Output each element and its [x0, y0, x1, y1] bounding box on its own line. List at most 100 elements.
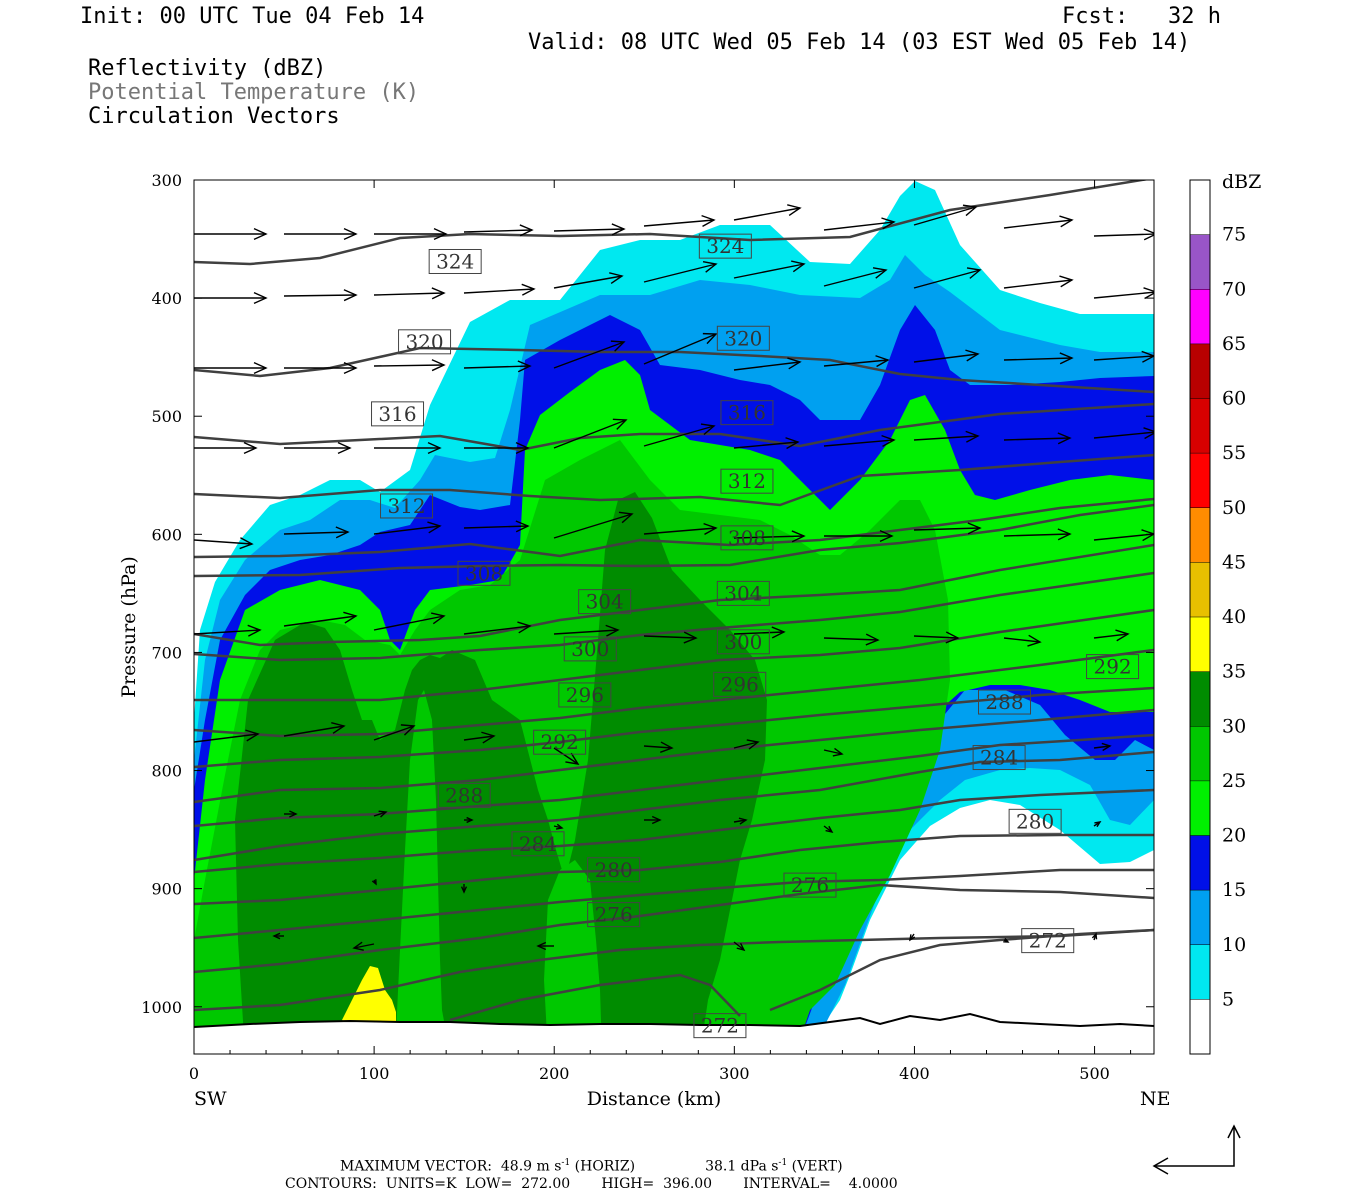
colorbar-band [1190, 890, 1210, 945]
theta-isentrope [194, 543, 1154, 647]
vector-arrow [1093, 350, 1154, 363]
colorbar-level-label: 60 [1222, 388, 1246, 410]
forecast-hour: Fcst: 32 h [1062, 4, 1221, 29]
theta-label: 296 [713, 671, 767, 697]
theta-isentrope [194, 733, 1154, 828]
vector-arrow [463, 283, 536, 296]
vector-arrow [824, 529, 894, 543]
vector-arrow [373, 724, 416, 741]
vector-arrow [733, 626, 786, 639]
vector-arrow [283, 721, 346, 737]
x-tick-label: 400 [899, 1064, 930, 1083]
theta-label: 300 [716, 629, 770, 655]
vector-arrow [1003, 432, 1072, 445]
theta-label-text: 300 [571, 637, 609, 661]
max-vector-note: MAXIMUM VECTOR: 48.9 m s-1 (HORIZ) 38.1 d… [340, 1158, 843, 1175]
vector-arrow [553, 823, 564, 830]
theta-label: 300 [563, 636, 617, 662]
x-tick-label: 500 [1079, 1064, 1110, 1083]
theta-isentrope [194, 346, 1154, 394]
theta-isentrope [194, 788, 1154, 874]
vector-arrow [553, 418, 628, 449]
vector-arrow [536, 941, 554, 951]
theta-isentrope [194, 708, 1154, 804]
theta-label-box [1008, 808, 1062, 834]
theta-isentrope [194, 180, 1150, 266]
colorbar-level-label: 55 [1222, 442, 1246, 464]
theta-label: 272 [693, 1013, 747, 1039]
theta-label-box [716, 325, 770, 351]
colorbar-level-label: 70 [1222, 278, 1246, 300]
vector-arrow [553, 511, 634, 539]
vector-arrow [1003, 528, 1072, 541]
surface-line [194, 1012, 1154, 1028]
vector-arrow [194, 537, 254, 550]
vector-arrow [644, 815, 662, 825]
vector-arrow [1093, 629, 1130, 642]
theta-labels: 324 324 320 320 316 316 312 312 308 308 304 304 300 3… [371, 233, 1140, 1039]
y-tick-label: 1000 [141, 998, 182, 1017]
contours-note: CONTOURS: UNITS=K LOW= 272.00 HIGH= 396.… [285, 1176, 898, 1192]
theta-label-box [398, 329, 452, 355]
theta-label-text: 276 [595, 903, 633, 927]
theta-label: 304 [716, 580, 770, 606]
colorbar-band [1190, 398, 1210, 454]
theta-label-text: 276 [791, 873, 829, 897]
theta-label: 296 [558, 682, 612, 708]
vector-arrow [553, 624, 620, 637]
vector-arrow [272, 932, 284, 940]
theta-label-text: 320 [724, 326, 762, 350]
colorbar-band [1190, 617, 1210, 672]
theta-label-box [578, 589, 632, 615]
theta-isentrope [194, 608, 1154, 702]
colorbar-top-band [1190, 180, 1210, 235]
theta-label: 316 [720, 400, 774, 426]
theta-label: 272 [1021, 928, 1075, 954]
theta-label-text: 288 [445, 783, 483, 807]
theta-label-box [693, 1013, 747, 1039]
vector-arrow [733, 260, 806, 279]
colorbar-level-label: 50 [1222, 497, 1246, 519]
theta-label-text: 300 [724, 630, 762, 654]
theta-label: 304 [578, 589, 632, 615]
colorbar-band [1190, 671, 1210, 727]
theta-isentrope [194, 928, 1154, 1012]
x-tick-label: 0 [189, 1064, 199, 1083]
circulation-vectors [194, 204, 1154, 952]
theta-label-text: 272 [1029, 929, 1067, 953]
theta-label-text: 308 [465, 561, 503, 585]
theta-label-text: 304 [586, 590, 624, 614]
theta-label-box [511, 831, 565, 857]
vector-arrow [1093, 228, 1154, 241]
theta-label-text: 308 [728, 526, 766, 550]
colorbar-level-label: 5 [1222, 988, 1234, 1010]
theta-label-box [720, 525, 774, 551]
field-potential-temperature: Potential Temperature (K) [88, 80, 420, 105]
vector-arrow [464, 816, 474, 824]
vector-arrow [733, 204, 802, 221]
theta-label-box [563, 636, 617, 662]
colorbar-band [1190, 780, 1210, 836]
vector-arrow [283, 611, 358, 627]
vector-arrow [823, 633, 880, 646]
theta-isentrope [769, 928, 1154, 1012]
vector-arrow [463, 224, 534, 237]
vector-arrow [913, 267, 982, 289]
colorbar-level-label: 15 [1222, 879, 1246, 901]
colorbar: 5 10 15 20 25 30 35 40 45 50 55 60 65 70 75 dBZ [1189, 171, 1261, 1055]
x-left-label: SW [194, 1088, 227, 1110]
theta-label-text: 280 [595, 858, 633, 882]
vector-arrow [284, 441, 352, 455]
theta-label-box [371, 401, 425, 427]
vector-arrow [373, 810, 388, 818]
vector-arrow [643, 332, 718, 365]
vector-arrow [913, 522, 982, 535]
vector-arrow [733, 941, 746, 952]
colorbar-level-label: 35 [1222, 661, 1246, 683]
y-tick-label: 500 [151, 407, 182, 426]
y-tick-label: 600 [151, 525, 182, 544]
theta-label: 324 [698, 233, 752, 259]
theta-isentrope [194, 833, 1154, 906]
theta-label-box [978, 689, 1032, 715]
